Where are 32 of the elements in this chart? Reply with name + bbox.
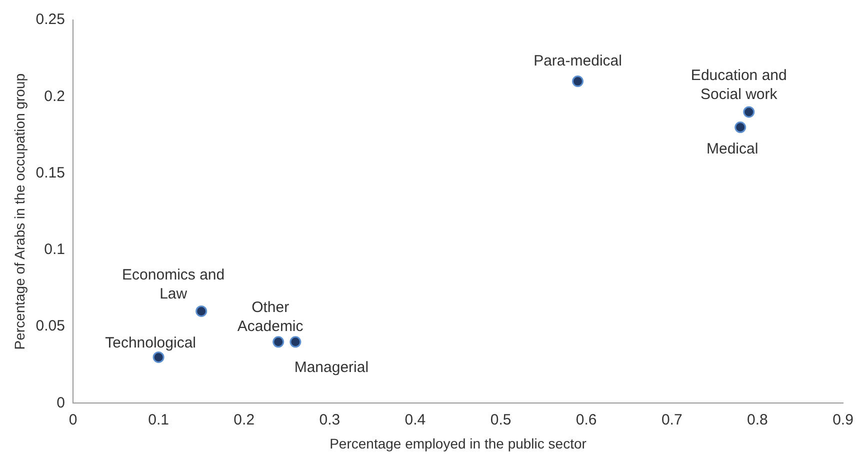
x-tick-label: 0 [68, 411, 78, 428]
y-tick-label: 0.15 [36, 164, 65, 182]
annotation: Education and Social work [690, 67, 787, 104]
y-tick-label: 0.1 [44, 241, 65, 258]
x-tick-label: 0.4 [404, 411, 426, 428]
x-tick-label: 0.8 [747, 411, 768, 428]
point [272, 336, 284, 348]
x-tick-label: 0.1 [148, 411, 169, 428]
y-tick-label: 0.05 [36, 318, 65, 335]
x-tick-label: 0.3 [319, 411, 340, 428]
y-tick-label: 0.25 [36, 11, 65, 28]
annotation: Economics and Law [122, 266, 225, 302]
annotation: Technological [105, 334, 196, 352]
annotation: Para-medical [534, 52, 622, 70]
x-tick-label: 0.5 [490, 411, 512, 428]
point [743, 106, 755, 118]
y-tick-label: 0.2 [44, 88, 65, 105]
point [572, 76, 584, 88]
point [290, 336, 302, 348]
x-axis-title: Percentage employed in the public sector [330, 435, 587, 452]
point [152, 351, 164, 363]
y-axis-title: Percentage of Arabs in the occupation group [11, 73, 28, 350]
x-tick-label: 0.6 [576, 411, 597, 428]
x-tick-label: 0.7 [661, 411, 682, 428]
point [196, 305, 208, 317]
annotation: Managerial [294, 359, 369, 376]
x-tick-label: 0.9 [832, 411, 854, 428]
annotation: Other Academic [237, 299, 304, 336]
x-tick-label: 0.2 [234, 411, 255, 428]
annotation: Medical [706, 140, 758, 158]
y-tick-label: 0 [56, 394, 65, 412]
point [734, 122, 746, 134]
